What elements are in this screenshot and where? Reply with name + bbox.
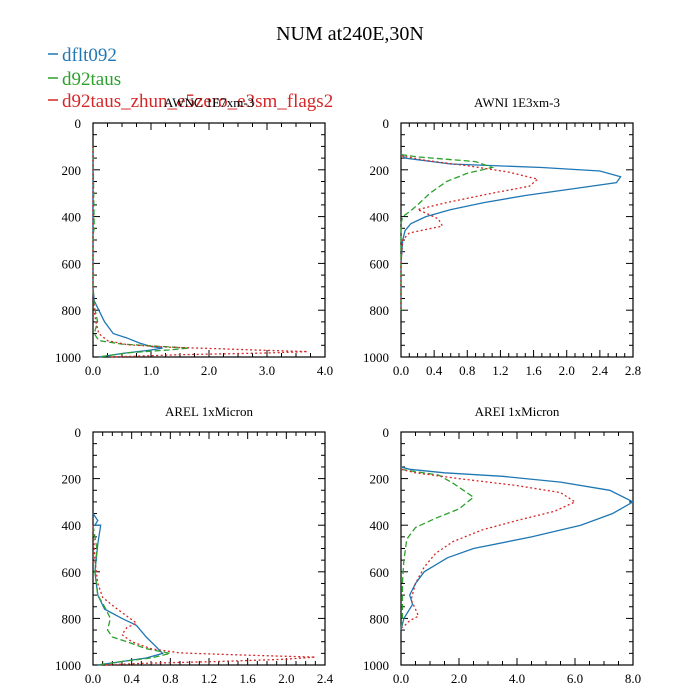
- y-tick-label: 1000: [363, 658, 389, 673]
- y-tick-label: 600: [62, 565, 82, 580]
- series-line-d92taus-zhun-e5zero-e3sm-flags2: [400, 155, 540, 311]
- panel-arei: AREI 1xMicron 0.0 2.0 4.0 6.0 8.0 0 200 400 600 8…: [363, 404, 641, 686]
- plot-frame: [92, 431, 326, 666]
- series-line-d92taus-zhun-e5zero-e3sm-flags2: [92, 525, 316, 666]
- plot-frame: [92, 122, 326, 358]
- plot-frame: [400, 431, 634, 666]
- legend-label-dflt092: dflt092: [62, 45, 117, 66]
- x-tick-label: 0.4: [426, 363, 443, 378]
- x-tick-label: 1.6: [525, 363, 542, 378]
- y-tick-label: 800: [62, 611, 82, 626]
- panel-title-arel: AREL 1xMicron: [165, 404, 253, 419]
- x-tick-label: 1.6: [240, 671, 257, 686]
- x-tick-label: 1.0: [143, 363, 159, 378]
- series-line-dflt092: [400, 152, 622, 311]
- y-tick-label: 800: [62, 303, 82, 318]
- y-tick-label: 0: [75, 425, 82, 440]
- y-tick-label: 1000: [55, 658, 81, 673]
- x-tick-label: 2.0: [559, 363, 575, 378]
- legend: dflt092 d92taus d92taus_zhun_e5zero_e3sm…: [48, 45, 333, 112]
- y-tick-label: 0: [383, 116, 390, 131]
- y-tick-label: 600: [370, 565, 390, 580]
- x-tick-label: 0.0: [393, 671, 409, 686]
- series-line-dflt092: [92, 513, 164, 666]
- x-tick-label: 0.4: [124, 671, 141, 686]
- y-tick-label: 200: [370, 472, 390, 487]
- series-line-d92taus-zhun-e5zero-e3sm-flags2: [92, 146, 308, 358]
- y-tick-label: 200: [370, 163, 390, 178]
- x-tick-label: 2.4: [317, 671, 334, 686]
- x-tick-label: 0.0: [85, 671, 101, 686]
- y-tick-label: 800: [370, 303, 390, 318]
- x-tick-label: 1.2: [201, 671, 217, 686]
- series-line-d92taus-zhun-e5zero-e3sm-flags2: [400, 468, 577, 629]
- y-tick-label: 400: [62, 210, 82, 225]
- panel-title-arei: AREI 1xMicron: [475, 404, 560, 419]
- x-tick-label: 0.8: [459, 363, 475, 378]
- legend-label-d92taus-zhun: d92taus_zhun_e5zero_e3sm_flags2: [62, 91, 333, 112]
- panel-title-awni: AWNI 1E3xm-3: [474, 95, 560, 110]
- series-line-d92taus: [92, 146, 189, 358]
- y-tick-label: 0: [75, 116, 82, 131]
- y-tick-label: 1000: [55, 350, 81, 365]
- series-line-dflt092: [400, 466, 635, 631]
- x-tick-label: 2.0: [451, 671, 467, 686]
- x-tick-label: 2.4: [592, 363, 609, 378]
- x-tick-label: 6.0: [567, 671, 583, 686]
- panel-awni: AWNI 1E3xm-3 0.0 0.4 0.8 1.2 1.6 2.0 2.4 2.8 0 20…: [363, 95, 641, 378]
- figure-title: NUM at240E,30N: [276, 23, 424, 45]
- x-tick-label: 3.0: [259, 363, 275, 378]
- y-tick-label: 400: [62, 518, 82, 533]
- x-tick-label: 0.0: [393, 363, 409, 378]
- y-tick-label: 600: [62, 256, 82, 271]
- plot-frame: [400, 122, 634, 358]
- x-tick-label: 4.0: [317, 363, 333, 378]
- y-tick-label: 200: [62, 163, 82, 178]
- x-tick-label: 0.0: [85, 363, 101, 378]
- y-tick-label: 400: [370, 518, 390, 533]
- series-line-d92taus: [92, 525, 171, 666]
- x-tick-label: 0.8: [162, 671, 178, 686]
- panel-title-awnc: AWNC 1E7xm-3: [164, 95, 254, 110]
- series-line-d92taus: [400, 153, 495, 311]
- legend-label-d92taus: d92taus: [62, 69, 121, 90]
- y-tick-label: 600: [370, 256, 390, 271]
- y-tick-label: 400: [370, 210, 390, 225]
- x-tick-label: 1.2: [492, 363, 508, 378]
- x-tick-label: 2.0: [201, 363, 217, 378]
- series-line-dflt092: [92, 146, 163, 358]
- y-tick-label: 800: [370, 611, 390, 626]
- y-tick-label: 0: [383, 425, 390, 440]
- x-tick-label: 2.0: [278, 671, 294, 686]
- y-tick-label: 200: [62, 472, 82, 487]
- x-tick-label: 8.0: [625, 671, 641, 686]
- panel-awnc: AWNC 1E7xm-3 0.0 1.0 2.0 3.0 4.0 0 200 400 600 80…: [55, 95, 333, 378]
- x-tick-label: 4.0: [509, 671, 525, 686]
- x-tick-label: 2.8: [625, 363, 641, 378]
- panel-arel: AREL 1xMicron 0.0 0.4 0.8 1.2 1.6 2.0 2.4 0 200 4…: [55, 404, 334, 686]
- y-tick-label: 1000: [363, 350, 389, 365]
